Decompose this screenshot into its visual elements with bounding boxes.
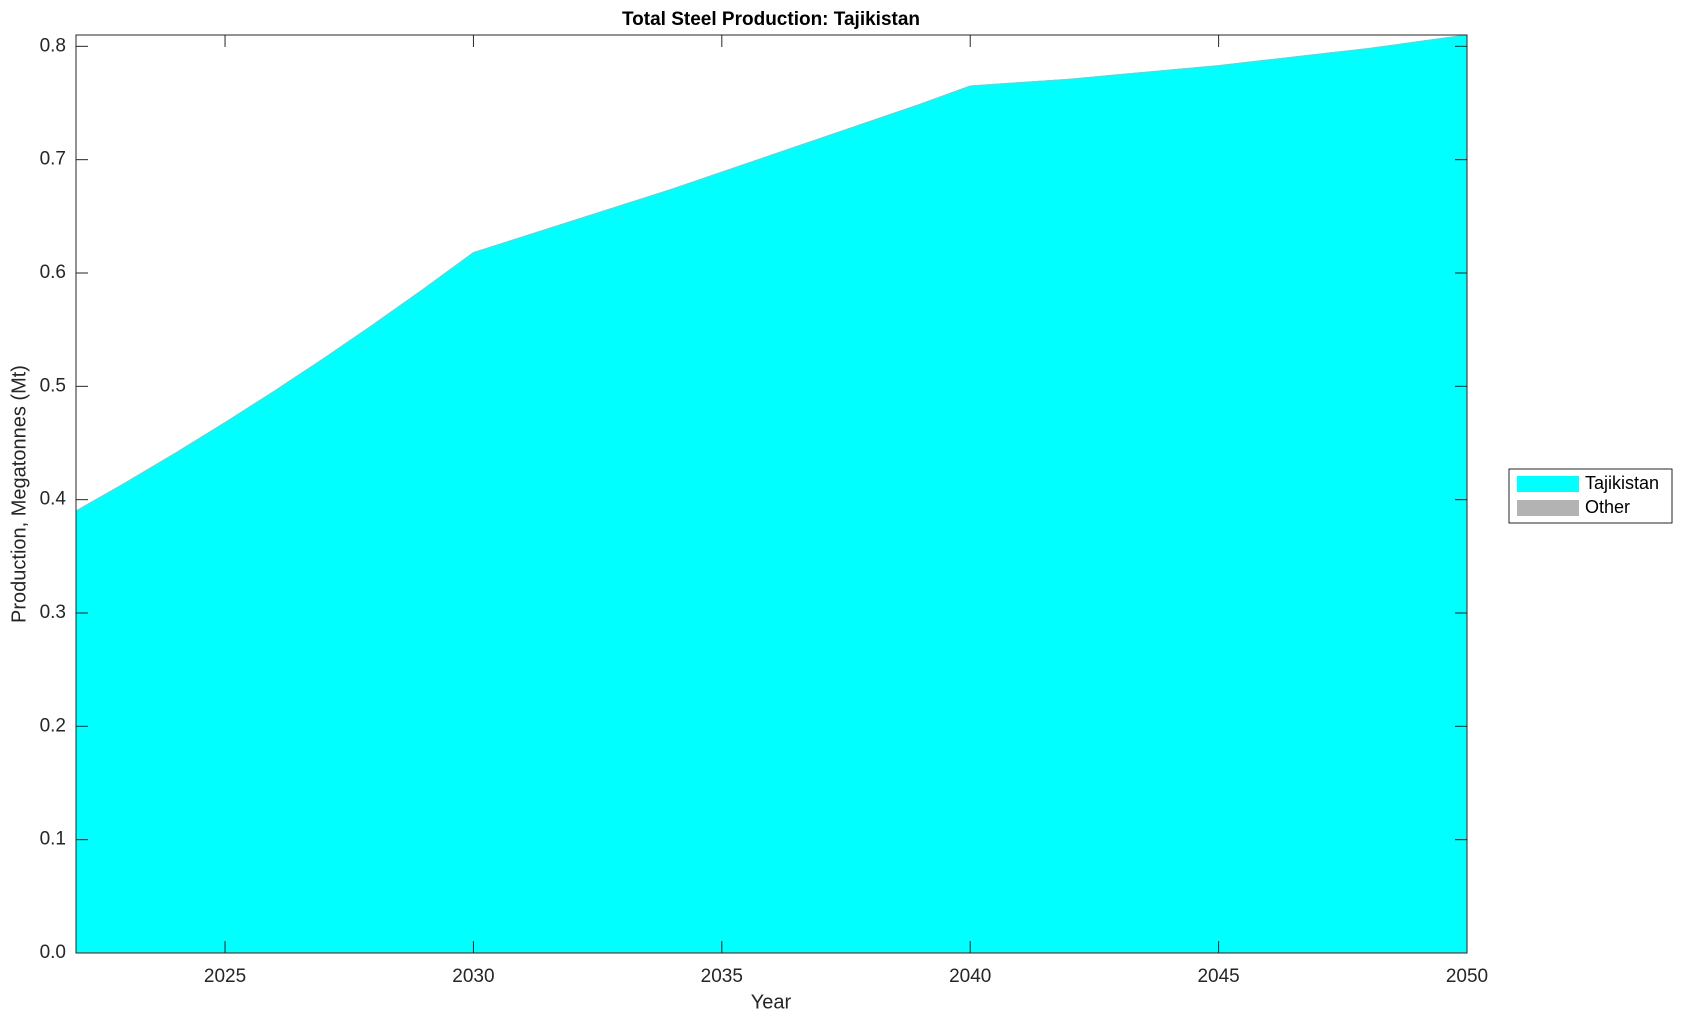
x-tick-label: 2030 bbox=[452, 966, 494, 987]
plot-frame bbox=[75, 34, 1468, 954]
y-axis-label: Production, Megatonnes (Mt) bbox=[8, 365, 30, 623]
x-tick-label: 2025 bbox=[204, 966, 246, 987]
legend-swatch bbox=[1517, 500, 1579, 516]
legend-label: Other bbox=[1585, 497, 1630, 517]
legend-swatch bbox=[1517, 476, 1579, 492]
x-tick-label: 2040 bbox=[949, 966, 991, 987]
x-axis-label: Year bbox=[751, 991, 792, 1013]
chart-title: Total Steel Production: Tajikistan bbox=[622, 9, 920, 30]
x-tick-label: 2045 bbox=[1197, 966, 1239, 987]
x-tick-label: 2035 bbox=[701, 966, 743, 987]
y-tick-label: 0.1 bbox=[40, 829, 66, 850]
y-tick-label: 0.6 bbox=[40, 262, 66, 283]
x-tick-label: 2050 bbox=[1446, 966, 1488, 987]
y-tick-label: 0.5 bbox=[40, 375, 66, 396]
y-tick-label: 0.2 bbox=[40, 715, 66, 736]
y-tick-label: 0.8 bbox=[40, 35, 66, 56]
legend-label: Tajikistan bbox=[1585, 473, 1659, 493]
y-tick-label: 0.7 bbox=[40, 149, 66, 170]
y-tick-label: 0.3 bbox=[40, 602, 66, 623]
y-tick-label: 0.0 bbox=[40, 942, 66, 963]
y-tick-label: 0.4 bbox=[40, 489, 67, 510]
area bbox=[75, 34, 1468, 954]
